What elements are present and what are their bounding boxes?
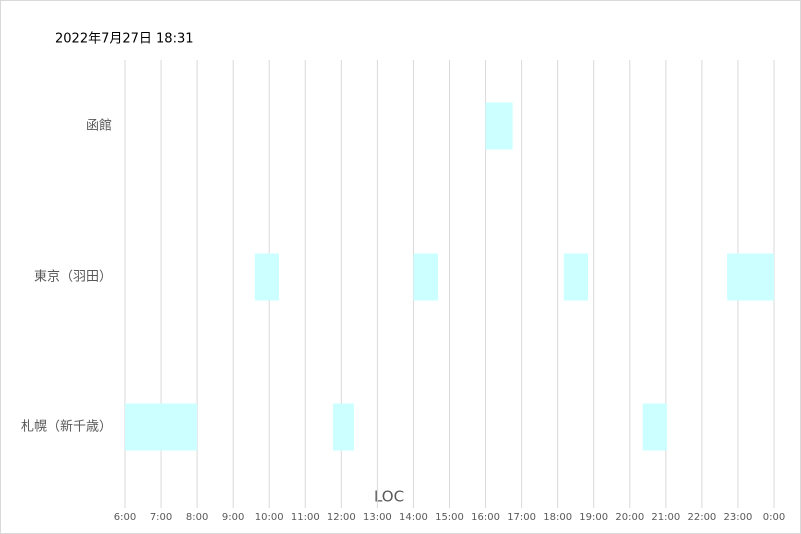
x-axis-label: LOC: [374, 488, 404, 506]
y-tick-label: 札幌（新千歳）: [21, 419, 112, 435]
y-tick-label: 東京（羽田）: [34, 269, 112, 285]
x-tick-label: 19:00: [579, 512, 608, 523]
x-tick-label: 21:00: [651, 512, 680, 523]
x-tick-label: 12:00: [327, 512, 356, 523]
x-tick-label: 18:00: [543, 512, 572, 523]
x-tick-label: 13:00: [363, 512, 392, 523]
x-tick-label: 6:00: [114, 512, 136, 523]
x-tick-label: 15:00: [435, 512, 464, 523]
chart-title: 2022年7月27日 18:31: [55, 32, 194, 47]
bar: [563, 253, 588, 301]
x-tick-label: 8:00: [186, 512, 208, 523]
bar: [254, 253, 279, 301]
x-tick-label: 16:00: [471, 512, 500, 523]
y-tick-label: 函館: [86, 119, 112, 134]
x-tick-label: 10:00: [255, 512, 284, 523]
x-tick-label: 17:00: [507, 512, 536, 523]
bar: [485, 102, 513, 150]
x-tick-label: 11:00: [291, 512, 320, 523]
x-tick-label: 22:00: [687, 512, 716, 523]
x-tick-label: 0:00: [763, 512, 785, 523]
bar: [125, 403, 198, 451]
bar: [413, 253, 438, 301]
x-tick-label: 7:00: [150, 512, 172, 523]
x-tick-label: 23:00: [724, 512, 753, 523]
bar: [333, 403, 354, 451]
bar: [727, 253, 774, 301]
x-tick-label: 9:00: [222, 512, 244, 523]
bar: [642, 403, 667, 451]
x-tick-label: 14:00: [399, 512, 428, 523]
x-tick-label: 20:00: [615, 512, 644, 523]
